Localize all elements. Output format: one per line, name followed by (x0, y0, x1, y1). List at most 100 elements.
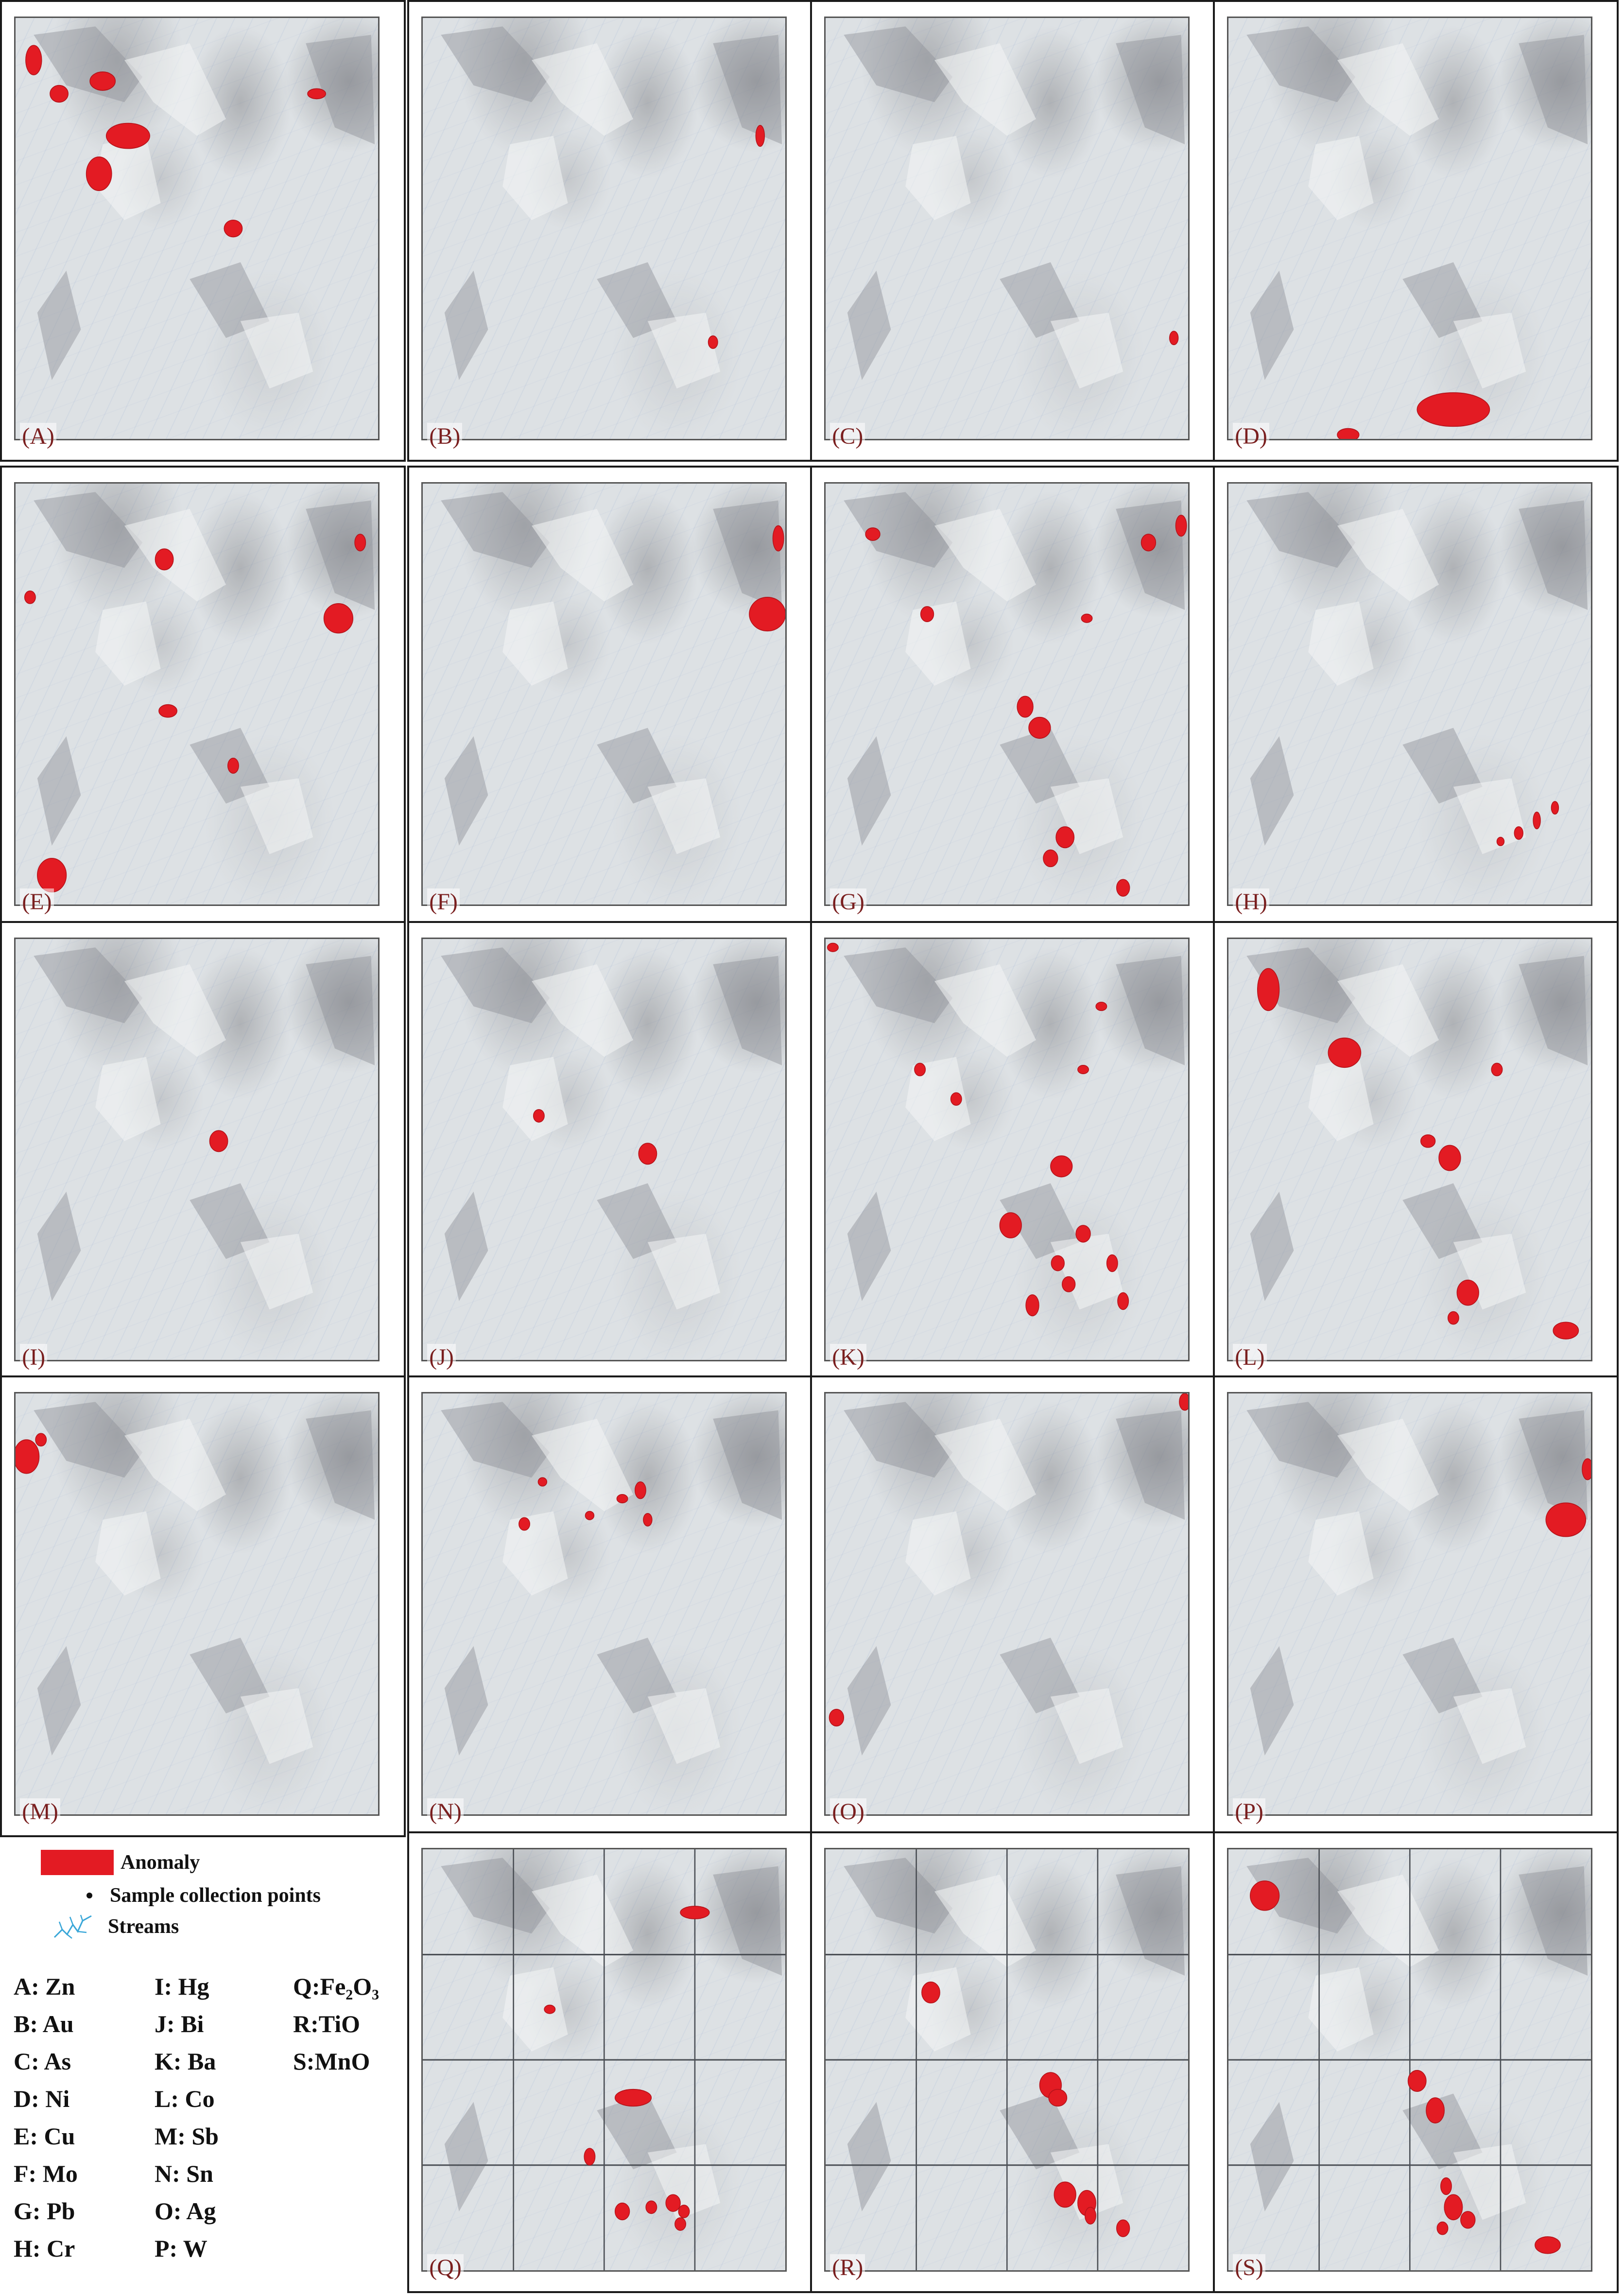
panel-label: (O) (830, 1798, 866, 1826)
anomaly-zone (1025, 1294, 1039, 1317)
relief-shading (502, 601, 568, 686)
panel-label: (N) (427, 1798, 464, 1826)
panel-label: (S) (1233, 2254, 1265, 2281)
element-key-entry: K: Ba (155, 2048, 216, 2075)
relief-shading (844, 1858, 953, 1934)
anomaly-zone (1117, 1292, 1129, 1310)
anomaly-zone (1075, 1225, 1091, 1243)
anomaly-zone (1017, 696, 1034, 718)
element-key-entry: N: Sn (155, 2160, 213, 2187)
relief-shading (1000, 728, 1080, 804)
map-panel: (J) (407, 921, 813, 1383)
anomaly-zone (227, 758, 239, 774)
relief-shading (1116, 1410, 1185, 1520)
relief-shading (124, 43, 226, 136)
anomaly-zone (15, 1439, 40, 1474)
anomaly-zone (1440, 2177, 1452, 2195)
hillshade-map (14, 938, 380, 1362)
relief-shading (1519, 956, 1588, 1066)
relief-shading (531, 1419, 633, 1512)
relief-shading (34, 947, 143, 1024)
anomaly-zone (865, 527, 881, 541)
relief-shading (444, 736, 488, 846)
relief-shading (647, 1688, 720, 1764)
anomaly-zone (1042, 849, 1058, 868)
anomaly-zone (1417, 392, 1490, 427)
hillshade-map (824, 1392, 1190, 1816)
relief-shading (1402, 262, 1483, 338)
anomaly-zone (950, 1092, 962, 1106)
anomaly-zone (1533, 811, 1541, 830)
anomaly-zone (638, 1143, 657, 1165)
relief-shading (531, 509, 633, 602)
anomaly-zone (1051, 1255, 1065, 1271)
hillshade-map (824, 1848, 1190, 2272)
relief-shading (95, 601, 161, 686)
map-panel: (R) (810, 1831, 1216, 2293)
anomaly-map-svg (422, 1849, 786, 2271)
element-key-entry: H: Cr (14, 2235, 75, 2262)
relief-shading (37, 1191, 81, 1302)
relief-shading (1337, 1875, 1439, 1967)
legend-streams: Streams (14, 1913, 179, 1940)
anomaly-zone (323, 603, 353, 634)
relief-shading (713, 1410, 782, 1520)
anomaly-zone (1514, 826, 1523, 840)
map-panel: (I) (0, 921, 406, 1383)
relief-shading (847, 1191, 891, 1302)
relief-shading (847, 1646, 891, 1756)
panel-label: (G) (830, 888, 866, 916)
relief-shading (597, 728, 677, 804)
map-panel: (L) (1213, 921, 1619, 1383)
anomaly-zone (755, 125, 765, 147)
relief-shading (934, 509, 1036, 602)
relief-shading (34, 492, 143, 568)
relief-shading (1000, 1637, 1080, 1714)
anomaly-zone (614, 2202, 630, 2221)
map-panel: (G) (810, 466, 1216, 927)
anomaly-zone (634, 1481, 646, 1499)
relief-shading (1250, 270, 1294, 381)
element-key-entry: F: Mo (14, 2160, 78, 2187)
hillshade-map (1227, 938, 1593, 1362)
relief-shading (1050, 778, 1123, 854)
relief-shading (713, 500, 782, 610)
relief-shading (1050, 2144, 1123, 2220)
anomaly-zone (1545, 1502, 1586, 1537)
anomaly-zone (1551, 801, 1559, 815)
relief-shading (905, 1057, 971, 1141)
relief-shading (1000, 262, 1080, 338)
map-panel: (B) (407, 0, 813, 462)
relief-shading (95, 1057, 161, 1141)
anomaly-zone (614, 2089, 652, 2107)
anomaly-zone (1328, 1037, 1362, 1068)
relief-shading (597, 262, 677, 338)
anomaly-zone (1496, 836, 1504, 847)
legend-anomaly-label: Anomaly (121, 1851, 200, 1874)
anomaly-zone (155, 548, 174, 571)
panel-label: (J) (427, 1344, 456, 1371)
panel-label: (R) (830, 2254, 865, 2281)
relief-shading (240, 778, 313, 854)
anomaly-zone (920, 606, 934, 623)
relief-shading (37, 1646, 81, 1756)
relief-shading (647, 778, 720, 854)
element-key-entry: P: W (155, 2235, 207, 2262)
relief-shading (647, 1234, 720, 1310)
anomaly-zone (1460, 2211, 1476, 2229)
relief-shading (1308, 601, 1374, 686)
anomaly-zone (537, 1477, 547, 1487)
relief-shading (1116, 956, 1185, 1066)
relief-shading (1402, 1637, 1483, 1714)
relief-shading (95, 136, 161, 220)
hillshade-map (1227, 1848, 1593, 2272)
anomaly-zone (1436, 2221, 1449, 2235)
legend-samples: Sample collection points (14, 1884, 321, 1907)
panel-label: (E) (20, 888, 54, 916)
anomaly-zone (1337, 428, 1360, 439)
anomaly-map-svg (827, 942, 1185, 1317)
relief-shading (597, 1637, 677, 1714)
element-key-entry: D: Ni (14, 2085, 70, 2112)
relief-shading (124, 1419, 226, 1512)
element-key-entry: B: Au (14, 2010, 74, 2037)
